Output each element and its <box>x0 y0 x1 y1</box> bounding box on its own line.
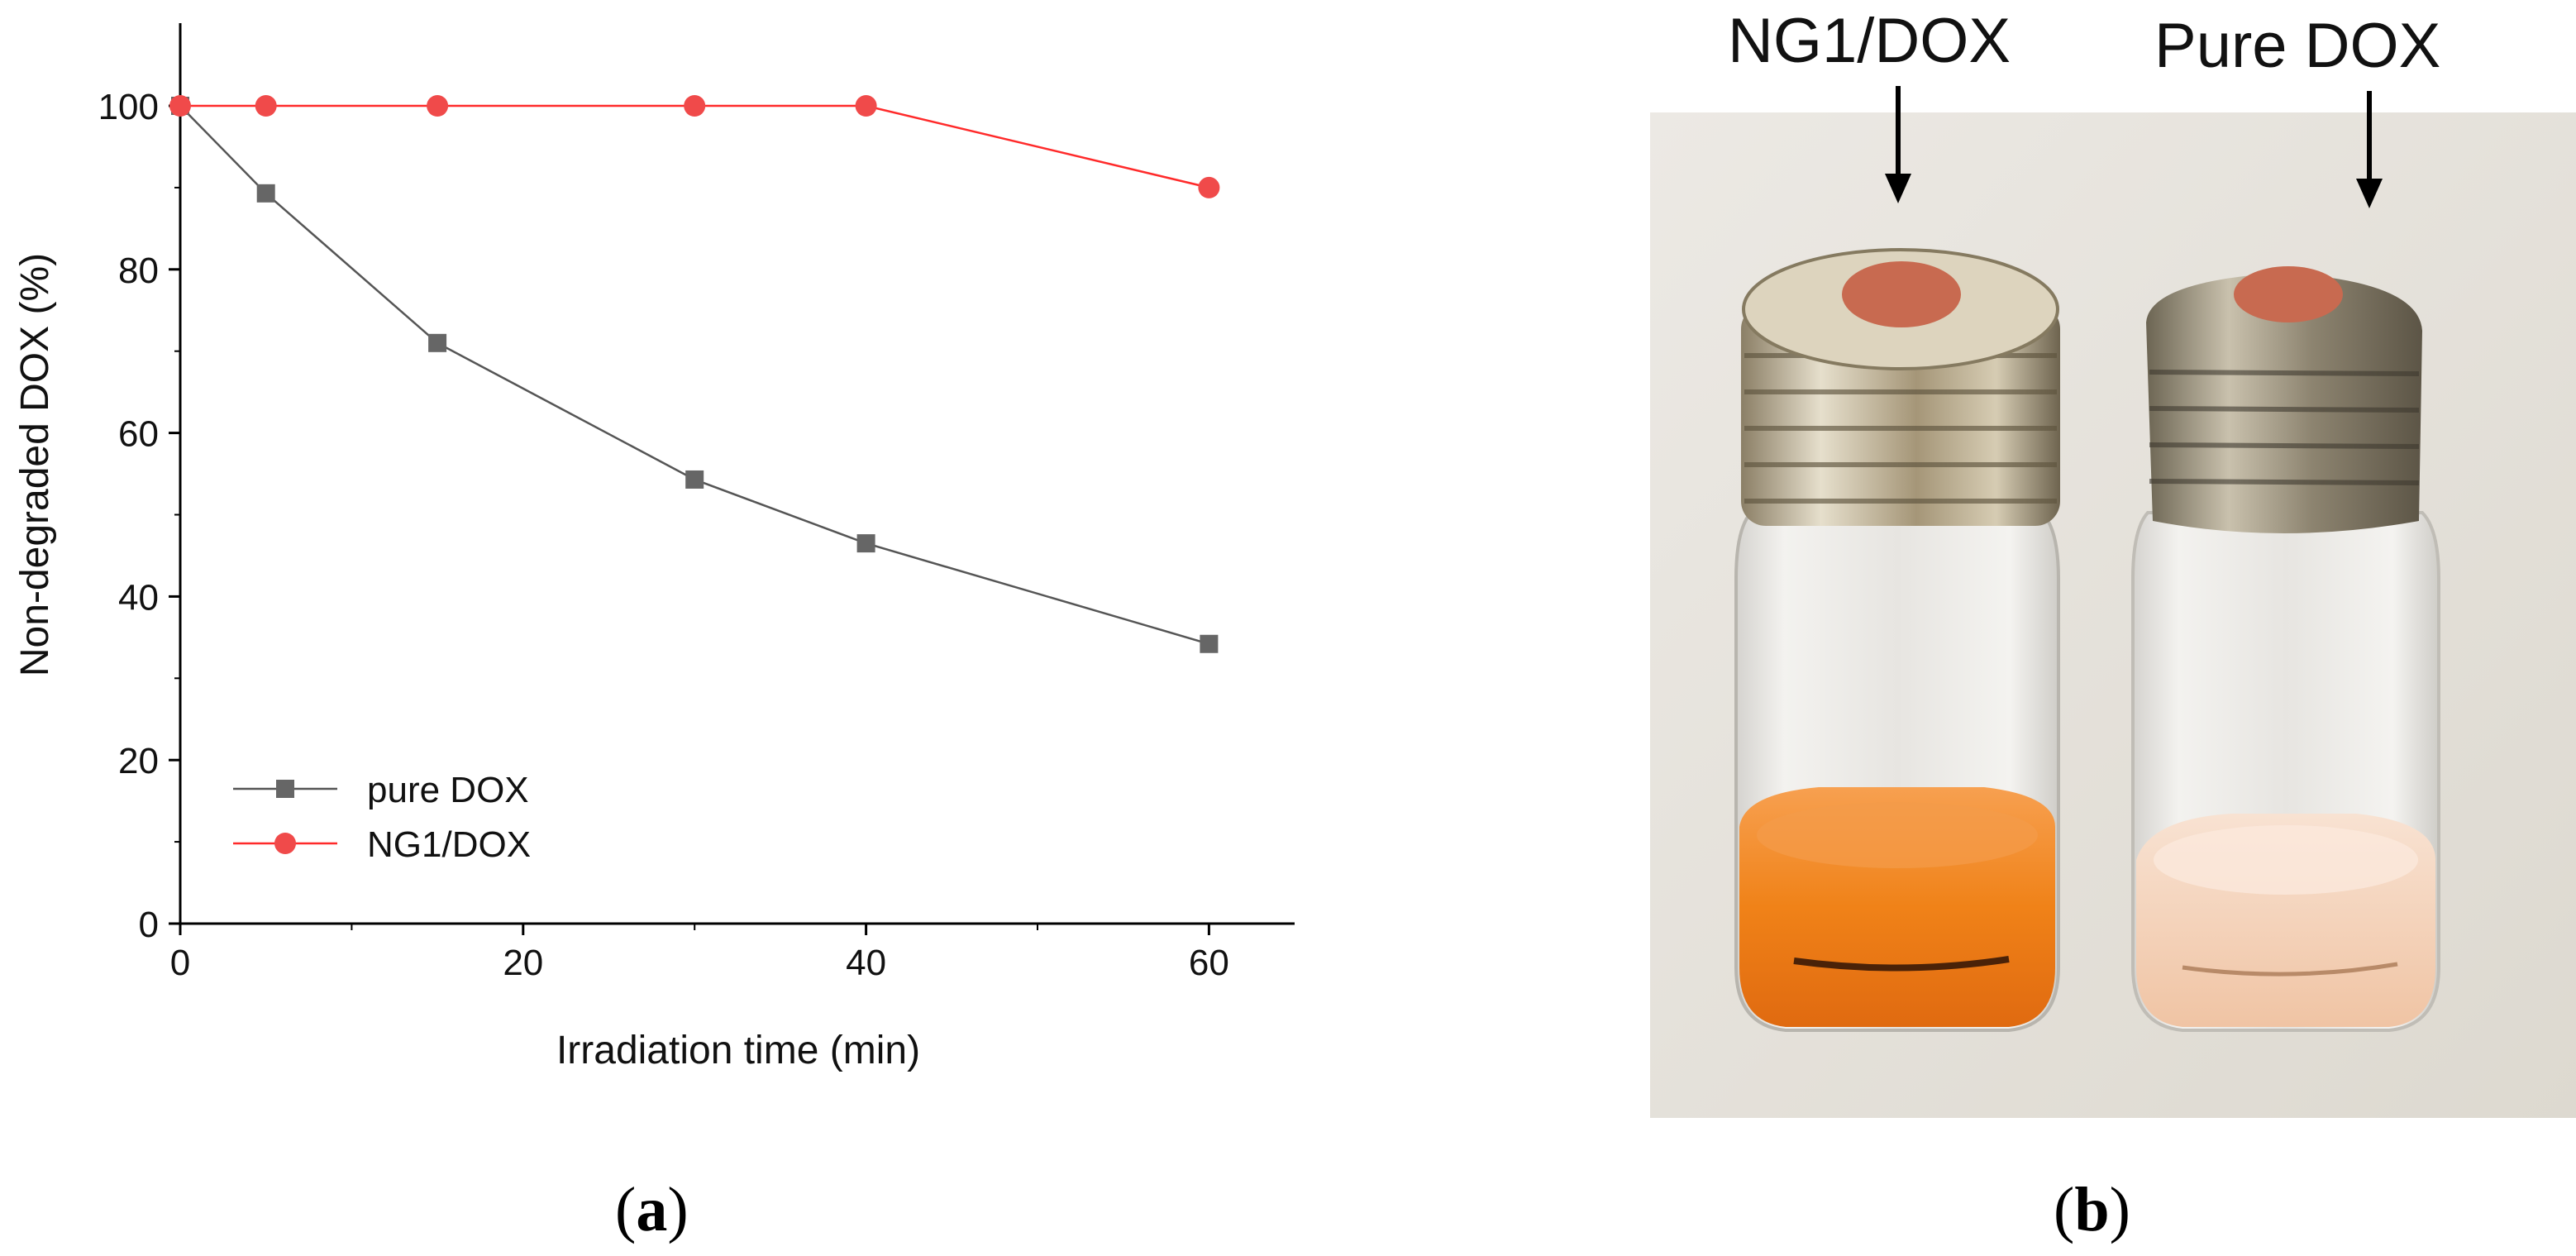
data-point-ng1-dox <box>684 95 706 117</box>
y-tick-label: 80 <box>118 251 159 291</box>
y-tick-label: 60 <box>118 414 159 455</box>
vial-photo <box>1650 86 2576 1118</box>
data-point-ng1-dox <box>427 95 449 117</box>
cap-septum <box>1842 261 1961 327</box>
x-tick-label: 40 <box>846 943 886 983</box>
data-point-ng1-dox <box>855 95 877 117</box>
x-tick-label: 0 <box>170 943 190 983</box>
data-point-ng1-dox <box>1198 176 1220 198</box>
y-tick-label: 20 <box>118 741 159 781</box>
meniscus-line <box>1793 956 2010 972</box>
vial-cap <box>2146 273 2422 533</box>
vial-ng1-dox <box>1734 248 2060 1032</box>
data-point-pure-dox <box>256 184 275 203</box>
x-axis-label: Irradiation time (min) <box>556 1029 920 1072</box>
x-tick-label: 20 <box>503 943 543 983</box>
chart-legend: pure DOX NG1/DOX <box>233 770 531 865</box>
arrow-ng1 <box>1885 86 1911 203</box>
meniscus-line <box>2182 962 2398 977</box>
vial-pure-dox <box>2131 266 2440 1032</box>
data-point-ng1-dox <box>255 95 277 117</box>
x-tick-label: 60 <box>1189 943 1229 983</box>
data-point-pure-dox <box>685 470 704 489</box>
vial-label-pure-dox: Pure DOX <box>2154 11 2441 81</box>
panel-label-b: (b) <box>2054 1175 2130 1244</box>
y-axis-label: Non-degraded DOX (%) <box>13 253 57 676</box>
chart-axes <box>179 23 1295 925</box>
arrow-pure <box>2356 91 2383 208</box>
series-line-pure-dox <box>179 105 1209 645</box>
chart: 0 20 40 60 80 100 0 20 40 60 pure DOX NG1/DOX Irra… <box>13 23 1295 1072</box>
vial-label-ng1-dox: NG1/DOX <box>1728 6 2011 76</box>
series-line-ng1-dox <box>180 104 1209 189</box>
cap-threads <box>2149 370 2420 485</box>
legend-marker <box>274 833 296 854</box>
legend-label: NG1/DOX <box>367 824 531 865</box>
data-point-ng1-dox <box>169 95 191 117</box>
y-tick-label: 40 <box>118 577 159 618</box>
legend-label: pure DOX <box>367 770 529 810</box>
solution-meniscus <box>1757 802 2038 868</box>
y-tick-label: 0 <box>139 905 159 945</box>
legend-marker <box>276 780 294 798</box>
data-point-pure-dox <box>428 333 447 352</box>
panel-label-a: (a) <box>615 1175 689 1244</box>
y-tick-label: 100 <box>98 87 159 127</box>
data-point-pure-dox <box>856 534 875 553</box>
chart-series-points <box>169 95 1220 653</box>
solution-meniscus <box>2154 825 2418 895</box>
chart-ticks: 0 20 40 60 80 100 0 20 40 60 <box>98 87 1229 983</box>
cap-septum <box>2234 266 2343 322</box>
chart-series-lines <box>179 104 1209 645</box>
data-point-pure-dox <box>1200 634 1219 653</box>
